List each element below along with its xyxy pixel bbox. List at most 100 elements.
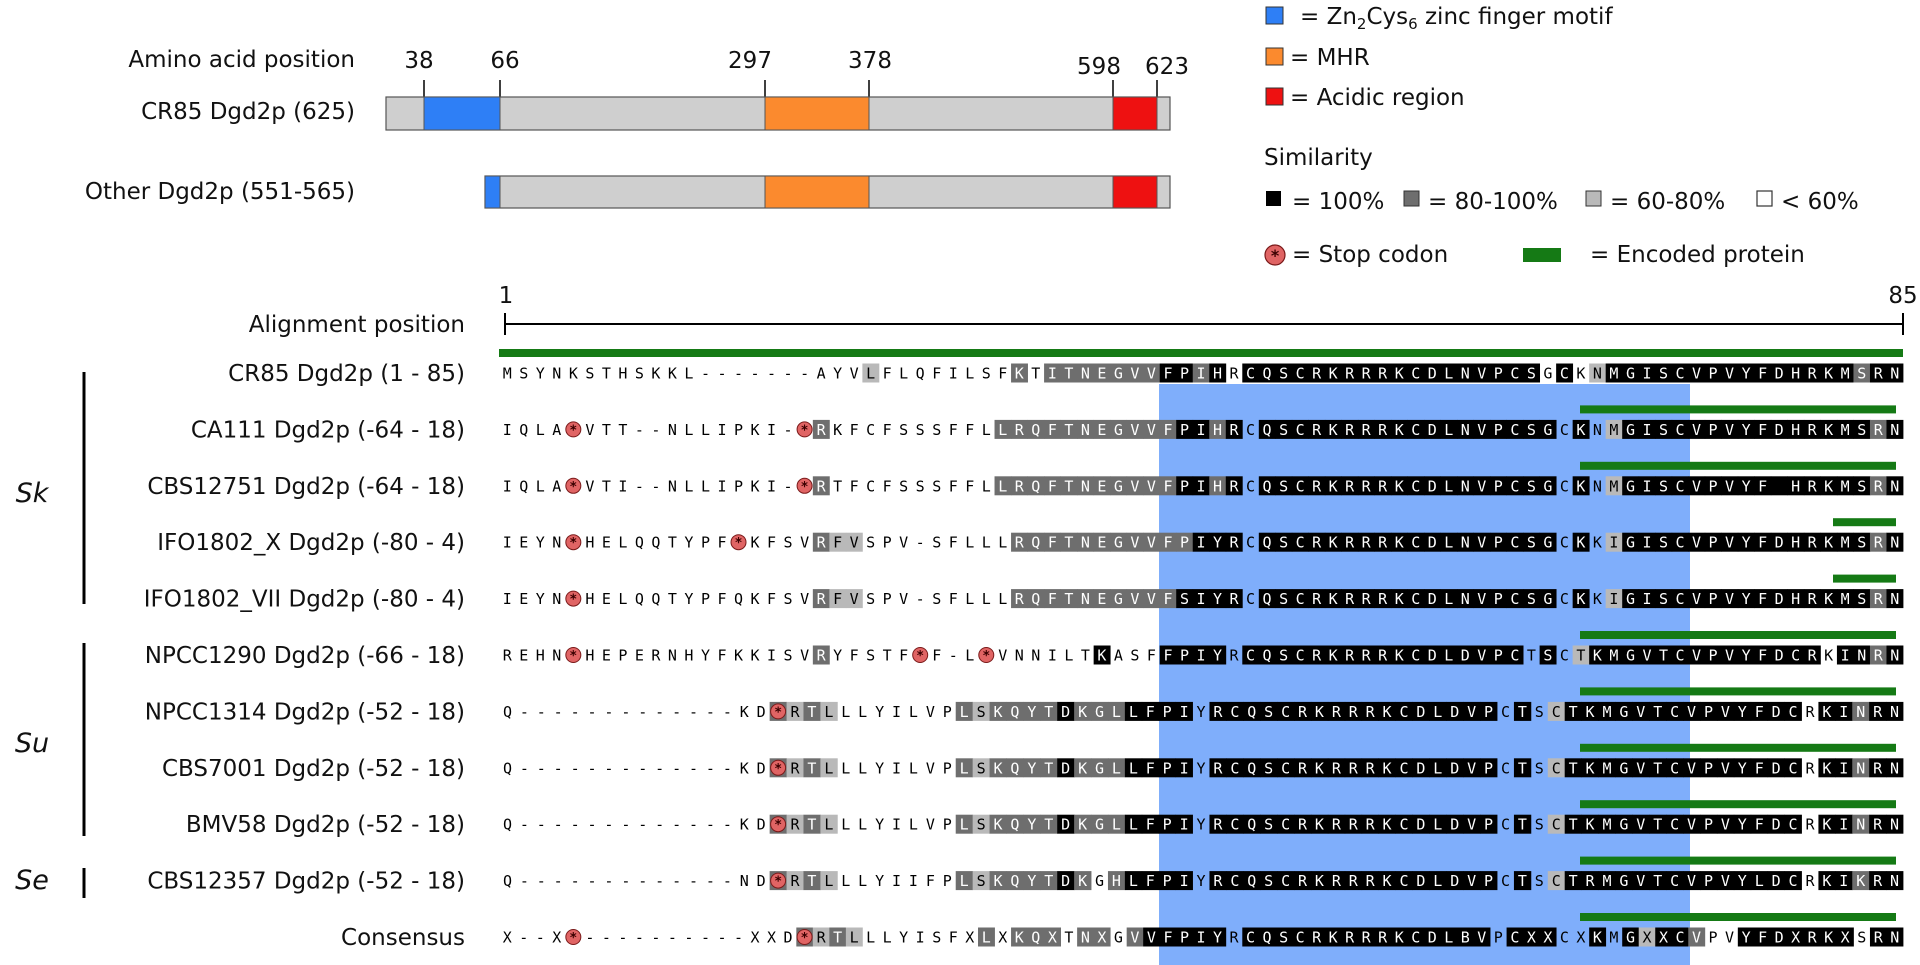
alignment-body: CR85 Dgd2p (1 - 85) M S Y N K S T H S K K L - - - - - - - A Y… <box>144 349 1904 951</box>
residue-cell: - <box>689 703 698 721</box>
residue: K <box>1078 816 1087 834</box>
similarity-shade <box>1513 701 1532 721</box>
residue-cell: C <box>1671 532 1689 552</box>
residue-cell: I <box>1175 701 1193 721</box>
residue: - <box>588 759 597 777</box>
residue-cell: - <box>520 872 529 890</box>
residue-cell: R <box>786 758 804 778</box>
residue-cell: * <box>978 647 995 664</box>
residue-cell: M <box>1598 871 1616 891</box>
residue-cell: I <box>1192 645 1210 665</box>
similarity-shade <box>1023 701 1041 721</box>
residue: L <box>982 534 991 552</box>
residue: N <box>1081 421 1090 439</box>
residue: G <box>1543 365 1552 383</box>
similarity-shade <box>1733 701 1752 721</box>
residue-cell: L <box>841 872 850 890</box>
residue: L <box>998 477 1007 495</box>
similarity-shade <box>1044 927 1061 947</box>
residue-cell: F <box>767 590 776 608</box>
residue: I <box>503 421 512 439</box>
residue-cell: P <box>1490 476 1507 496</box>
residue-cell: Q <box>1258 645 1276 665</box>
residue: Q <box>734 590 743 608</box>
residue: S <box>1279 477 1288 495</box>
similarity-shade <box>1143 363 1161 383</box>
residue-cell: C <box>1501 703 1510 721</box>
residue-cell: R <box>1374 645 1392 665</box>
similarity-shade <box>1649 814 1667 834</box>
residue: - <box>520 816 529 834</box>
residue: T <box>1044 703 1053 721</box>
residue: F <box>1163 421 1172 439</box>
residue: C <box>1675 534 1684 552</box>
similarity-shade <box>1093 532 1111 552</box>
similarity-shade <box>812 645 830 665</box>
residue-cell: P <box>1700 814 1718 834</box>
residue-cell: N <box>1077 927 1095 947</box>
similarity-shade <box>786 758 804 778</box>
residue-cell: T <box>1564 758 1583 778</box>
residue: K <box>751 534 760 552</box>
residue: R <box>1349 703 1359 721</box>
residue: P <box>1709 647 1718 665</box>
residue-cell: C <box>1277 701 1295 721</box>
sequence: I Q L A * V T I - - N L L I P K I - * R T F C F S S S F F L L R Q F T N E G V V… <box>503 476 1904 496</box>
similarity-shade <box>955 701 974 721</box>
stop-codon-icon <box>730 534 747 551</box>
residue: I <box>1048 647 1057 665</box>
residue-cell: C <box>1506 532 1524 552</box>
similarity-shade <box>1291 589 1309 609</box>
residue: H <box>684 647 693 665</box>
residue: L <box>1129 703 1138 721</box>
residue: C <box>1230 703 1239 721</box>
residue: - <box>651 421 660 439</box>
similarity-shade <box>1107 701 1126 721</box>
residue-cell: R <box>1327 758 1346 778</box>
residue-cell: L <box>1440 645 1458 665</box>
residue-cell: R <box>1225 589 1243 609</box>
residue-cell: N <box>552 534 561 552</box>
residue-cell: I <box>1175 814 1193 834</box>
residue: R <box>1312 365 1322 383</box>
residue-cell: R <box>1327 701 1346 721</box>
residue-cell: F <box>1754 419 1772 439</box>
residue-cell: V <box>926 759 935 777</box>
residue-cell: Q <box>1006 701 1024 721</box>
residue: P <box>1494 365 1503 383</box>
residue-cell: I <box>767 421 776 439</box>
residue: F <box>949 590 958 608</box>
residue: L <box>1433 759 1442 777</box>
residue: I <box>767 477 776 495</box>
residue: Y <box>1742 534 1751 552</box>
residue-cell: K <box>1820 363 1838 383</box>
residue-cell: L <box>1440 363 1458 383</box>
residue: Q <box>503 816 512 834</box>
residue-cell: L <box>858 759 867 777</box>
residue: S <box>977 872 986 890</box>
similarity-shade <box>1688 419 1706 439</box>
residue-cell: N <box>1015 647 1024 665</box>
similarity-shade <box>1374 589 1392 609</box>
residue-cell: K <box>751 647 760 665</box>
residue-cell: R <box>1225 419 1243 439</box>
similarity-shade <box>1390 645 1408 665</box>
residue: Y <box>1196 703 1205 721</box>
similarity-shade <box>812 476 830 496</box>
similarity-shade <box>1721 363 1739 383</box>
residue: L <box>684 421 693 439</box>
residue: K <box>569 365 578 383</box>
residue-cell: N <box>1886 476 1904 496</box>
similarity-shade <box>1275 363 1293 383</box>
similarity-shade <box>1110 476 1128 496</box>
residue: R <box>1349 816 1359 834</box>
residue-cell: D <box>1423 532 1441 552</box>
similarity-shade <box>1390 589 1408 609</box>
legend-zinc-label: = Zn2Cys6 zinc finger motif <box>1300 4 1613 33</box>
residue: V <box>1147 929 1156 947</box>
residue: P <box>1494 477 1503 495</box>
residue: R <box>1366 872 1376 890</box>
residue-cell: G <box>1091 814 1109 834</box>
residue-cell: V <box>800 647 809 665</box>
similarity-shade <box>1473 476 1491 496</box>
